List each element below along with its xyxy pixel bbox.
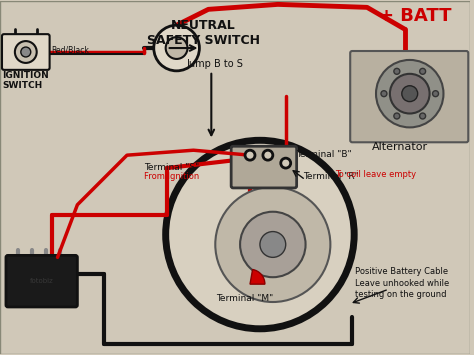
- FancyBboxPatch shape: [6, 255, 77, 307]
- FancyBboxPatch shape: [350, 51, 468, 142]
- Wedge shape: [250, 269, 265, 284]
- Text: Positive Battery Cable: Positive Battery Cable: [355, 267, 448, 276]
- Circle shape: [394, 113, 400, 119]
- Circle shape: [240, 212, 306, 277]
- Circle shape: [245, 150, 255, 160]
- Text: fotobiz: fotobiz: [30, 278, 54, 284]
- Text: Terminal "S": Terminal "S": [144, 163, 199, 172]
- Circle shape: [21, 47, 31, 57]
- Text: Red/Black: Red/Black: [52, 45, 90, 54]
- Circle shape: [402, 86, 418, 102]
- Circle shape: [154, 25, 200, 71]
- Text: + BATT: + BATT: [379, 7, 451, 25]
- Text: IGNITION
SWITCH: IGNITION SWITCH: [2, 71, 49, 90]
- Circle shape: [263, 150, 273, 160]
- Text: To coil leave empty: To coil leave empty: [335, 170, 417, 179]
- Circle shape: [166, 37, 188, 59]
- Text: From Ignition: From Ignition: [144, 172, 199, 181]
- Circle shape: [419, 69, 426, 74]
- Text: NEUTRAL
SAFETY SWITCH: NEUTRAL SAFETY SWITCH: [147, 19, 260, 47]
- Text: Terminal "M": Terminal "M": [216, 294, 273, 303]
- Circle shape: [376, 60, 444, 127]
- Circle shape: [419, 113, 426, 119]
- Circle shape: [281, 158, 291, 168]
- FancyBboxPatch shape: [2, 34, 50, 70]
- Circle shape: [394, 69, 400, 74]
- Circle shape: [433, 91, 438, 97]
- Text: Leave unhooked while
testing on the ground: Leave unhooked while testing on the grou…: [355, 279, 449, 299]
- Text: Alternator: Alternator: [372, 142, 428, 152]
- Text: Terminal "R": Terminal "R": [302, 172, 358, 181]
- Text: Jump B to S: Jump B to S: [186, 59, 243, 69]
- Circle shape: [15, 41, 36, 63]
- FancyBboxPatch shape: [231, 146, 297, 188]
- Circle shape: [166, 140, 354, 329]
- Circle shape: [381, 91, 387, 97]
- Text: Terminal "B": Terminal "B": [296, 150, 351, 159]
- Circle shape: [390, 74, 429, 114]
- Circle shape: [215, 187, 330, 302]
- Circle shape: [260, 231, 286, 257]
